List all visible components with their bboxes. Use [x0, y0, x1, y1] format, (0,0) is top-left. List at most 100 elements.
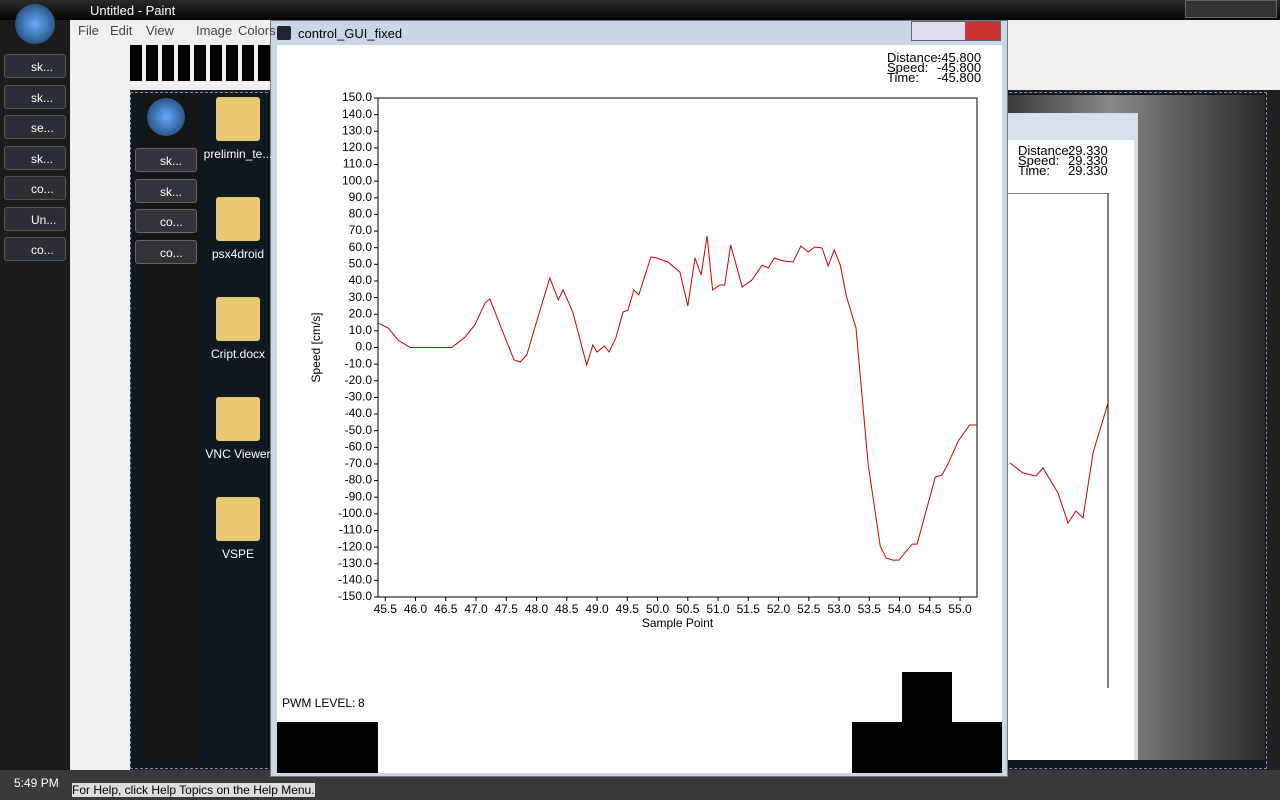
y-tick-label: 60.0 [349, 240, 373, 254]
readout-label: Speed: [887, 60, 929, 75]
y-tick-label: -60.0 [345, 439, 373, 453]
menu-item: File [78, 23, 99, 38]
y-tick-label: 10.0 [349, 323, 373, 337]
start-orb [15, 4, 55, 44]
y-tick-label: -50.0 [345, 423, 373, 437]
plot-frame [377, 97, 978, 598]
y-tick-label: 150.0 [342, 90, 372, 104]
menu-item: Image [196, 23, 233, 38]
inner-taskbar-button[interactable]: co... [135, 239, 197, 264]
y-tick-label: -70.0 [345, 456, 373, 470]
icon-label: Cript.docx [210, 347, 266, 361]
icon-label: VSPE [221, 547, 254, 561]
x-tick-label: 46.5 [434, 602, 458, 616]
app-icon [277, 26, 291, 40]
readout-label: Speed: [1018, 153, 1060, 168]
readout-value: -45.800 [937, 60, 982, 75]
x-tick-label: 48.5 [555, 602, 579, 616]
inner-taskbar-button[interactable]: sk... [135, 178, 197, 203]
inner-taskbar-button[interactable]: co... [135, 209, 197, 233]
start-orb [147, 98, 185, 136]
readout-value: -45.800 [937, 50, 982, 65]
gui-client: Distance: -45.800 Speed: -45.800 Time: -45.80… [277, 45, 1002, 773]
desktop-icon: prelimin_te... [200, 97, 276, 161]
paint-title: Untitled - Paint [90, 3, 176, 18]
inner-taskbar [145, 95, 200, 760]
taskbar-button[interactable]: sk... [4, 145, 66, 170]
x-tick-label: 54.5 [918, 602, 942, 616]
taskbar-button[interactable]: co... [4, 176, 66, 200]
y-tick-label: -40.0 [345, 406, 373, 420]
desktop-icon: VNC Viewer [200, 397, 276, 461]
x-tick-label: 55.0 [948, 602, 972, 616]
x-tick-label: 48.0 [525, 602, 549, 616]
chart: -150.0 -140.0 -130.0 -120.0 -110.0 -100.0 -90.… [309, 90, 978, 630]
y-tick-label: -110.0 [339, 523, 372, 537]
y-tick-label: 90.0 [349, 190, 373, 204]
x-tick-label: 53.5 [858, 602, 882, 616]
x-tick-label: 51.0 [706, 602, 730, 616]
x-tick-label: 47.5 [495, 602, 519, 616]
x-tick-label: 52.0 [767, 602, 791, 616]
taskbar-button[interactable]: Un... [4, 206, 66, 231]
icon-label: prelimin_te... [203, 147, 273, 161]
y-tick-label: -20.0 [345, 373, 373, 387]
y-tick-label: 130.0 [342, 123, 372, 137]
y-tick-label: 80.0 [349, 207, 373, 221]
pwm-block [852, 722, 1002, 773]
background-plot [1008, 193, 1109, 688]
readout-label: Time: [887, 70, 920, 85]
readout-value: 29.330 [1068, 143, 1108, 158]
pwm-block [902, 672, 952, 722]
x-tick-label: 49.5 [616, 602, 640, 616]
y-tick-label: 0.0 [355, 340, 372, 354]
y-tick-label: -90.0 [345, 489, 373, 503]
gui-title: control_GUI_fixed [298, 26, 403, 41]
x-tick-label: 53.0 [827, 602, 851, 616]
data-line [377, 236, 977, 561]
x-tick-label: 49.0 [585, 602, 609, 616]
y-tick-label: -120.0 [338, 539, 372, 553]
y-tick-label: 70.0 [349, 223, 373, 237]
readout-value: -45.800 [937, 70, 982, 85]
taskbar-button[interactable]: se... [4, 115, 66, 139]
window-controls[interactable] [911, 21, 1001, 41]
x-tick-label: 51.5 [737, 602, 761, 616]
window-controls[interactable] [1185, 0, 1277, 18]
pwm-block [277, 722, 378, 773]
inner-taskbar-button[interactable]: sk... [135, 148, 197, 172]
y-tick-label: 110.0 [343, 157, 372, 171]
taskbar-button[interactable]: co... [4, 237, 66, 261]
y-tick-label: 30.0 [349, 290, 373, 304]
desktop-icon: VSPE [200, 497, 276, 561]
x-axis-label: Sample Point [642, 616, 714, 630]
y-tick-label: -10.0 [345, 356, 373, 370]
x-tick-label: 47.0 [464, 602, 488, 616]
menu-item: View [146, 23, 174, 38]
taskbar-button[interactable]: sk... [4, 54, 66, 78]
y-tick-label: -140.0 [338, 573, 372, 587]
readout-label: Time: [1018, 163, 1051, 178]
desktop-icon: Cript.docx [200, 297, 276, 361]
readout-value: 29.330 [1068, 163, 1108, 178]
readout-label: Distance: [887, 50, 942, 65]
taskbar-button[interactable]: sk... [4, 84, 66, 109]
clock: 5:49 PM [14, 776, 59, 790]
menu-item: Colors [238, 23, 276, 38]
y-tick-label: -80.0 [345, 473, 373, 487]
y-tick-label: 120.0 [342, 140, 372, 154]
color-palette[interactable] [130, 45, 270, 81]
y-tick-label: 100.0 [342, 173, 372, 187]
menu-item: Edit [110, 23, 133, 38]
y-tick-label: 20.0 [349, 306, 373, 320]
y-tick-label: -100.0 [338, 506, 372, 520]
readout-value: 29.330 [1068, 153, 1108, 168]
y-tick-label: -150.0 [338, 589, 372, 603]
pwm-label: PWM LEVEL: [282, 696, 356, 710]
paint-titlebar: Untitled - Paint [0, 0, 1280, 20]
x-tick-label: 50.5 [676, 602, 700, 616]
icon-label: VNC Viewer [205, 447, 271, 461]
icon-label: psx4droid [211, 247, 265, 261]
x-tick-label: 52.5 [797, 602, 821, 616]
